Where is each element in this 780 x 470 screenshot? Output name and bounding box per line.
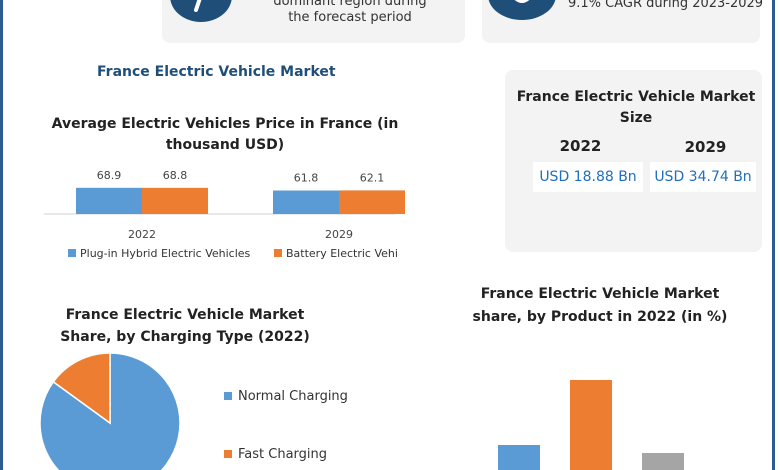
region-info-line2: the forecast period <box>288 10 412 25</box>
product-bar-3 <box>642 453 684 470</box>
market-size-value-2022: USD 18.88 Bn <box>539 169 637 185</box>
market-size-title-line1: France Electric Vehicle Market <box>516 89 756 105</box>
price-legend-swatch-1 <box>68 249 76 257</box>
market-size-value-2029: USD 34.74 Bn <box>654 169 752 185</box>
market-size-title-line2: Size <box>619 110 653 126</box>
pie-legend-swatch-1 <box>224 392 232 400</box>
market-size-value-box-2022 <box>533 162 643 192</box>
section-title: France Electric Vehicle Market <box>97 64 336 80</box>
price-legend-label: Plug-in Hybrid Electric Vehicles <box>80 247 251 260</box>
price-data-label: 61.8 <box>294 172 319 185</box>
price-tick-label: 2029 <box>325 228 353 241</box>
price-bar-2022-1 <box>76 187 142 214</box>
price-bar-2029-1 <box>273 190 339 214</box>
price-chart-title-line1: Average Electric Vehicles Price in Franc… <box>51 116 399 132</box>
pie-legend-label: Normal Charging <box>238 389 348 404</box>
price-data-label: 62.1 <box>360 171 385 184</box>
price-data-label: 68.8 <box>163 169 188 182</box>
info-icon <box>170 0 232 22</box>
price-chart-title-line2: thousand USD) <box>165 137 285 153</box>
pie-chart: Normal Charging Fast Charging <box>39 352 348 470</box>
pie-chart-title-line2: Share, by Charging Type (2022) <box>60 329 310 345</box>
product-chart <box>498 380 684 470</box>
pie-slice-2 <box>52 352 111 425</box>
region-info-line1: dominant region during <box>273 0 427 9</box>
product-bar-2 <box>570 380 612 470</box>
price-legend-label: Battery Electric Vehi <box>286 247 398 260</box>
product-bar-1 <box>498 445 540 470</box>
product-chart-title-line1: France Electric Vehicle Market <box>480 286 720 302</box>
price-legend-swatch-2 <box>274 249 282 257</box>
price-chart: 68.9 68.8 2022 61.8 62.1 2029 Plug-in Hybrid E… <box>44 169 405 260</box>
market-size-card <box>505 70 762 252</box>
pie-legend-swatch-2 <box>224 450 232 458</box>
pie-legend-label: Fast Charging <box>238 447 327 462</box>
growth-icon <box>488 0 556 20</box>
price-bar-2029-2 <box>339 190 405 214</box>
market-size-value-box-2029 <box>650 162 756 192</box>
market-size-year-2029: 2029 <box>684 138 727 156</box>
price-bar-2022-2 <box>142 187 208 214</box>
product-chart-title-line2: share, by Product in 2022 (in %) <box>472 309 728 325</box>
price-data-label: 68.9 <box>97 169 122 182</box>
market-size-year-2022: 2022 <box>559 137 602 155</box>
price-tick-label: 2022 <box>128 228 156 241</box>
cagr-text: 9.1% CAGR during 2023-2029 <box>568 0 764 11</box>
pie-chart-title-line1: France Electric Vehicle Market <box>65 307 305 323</box>
